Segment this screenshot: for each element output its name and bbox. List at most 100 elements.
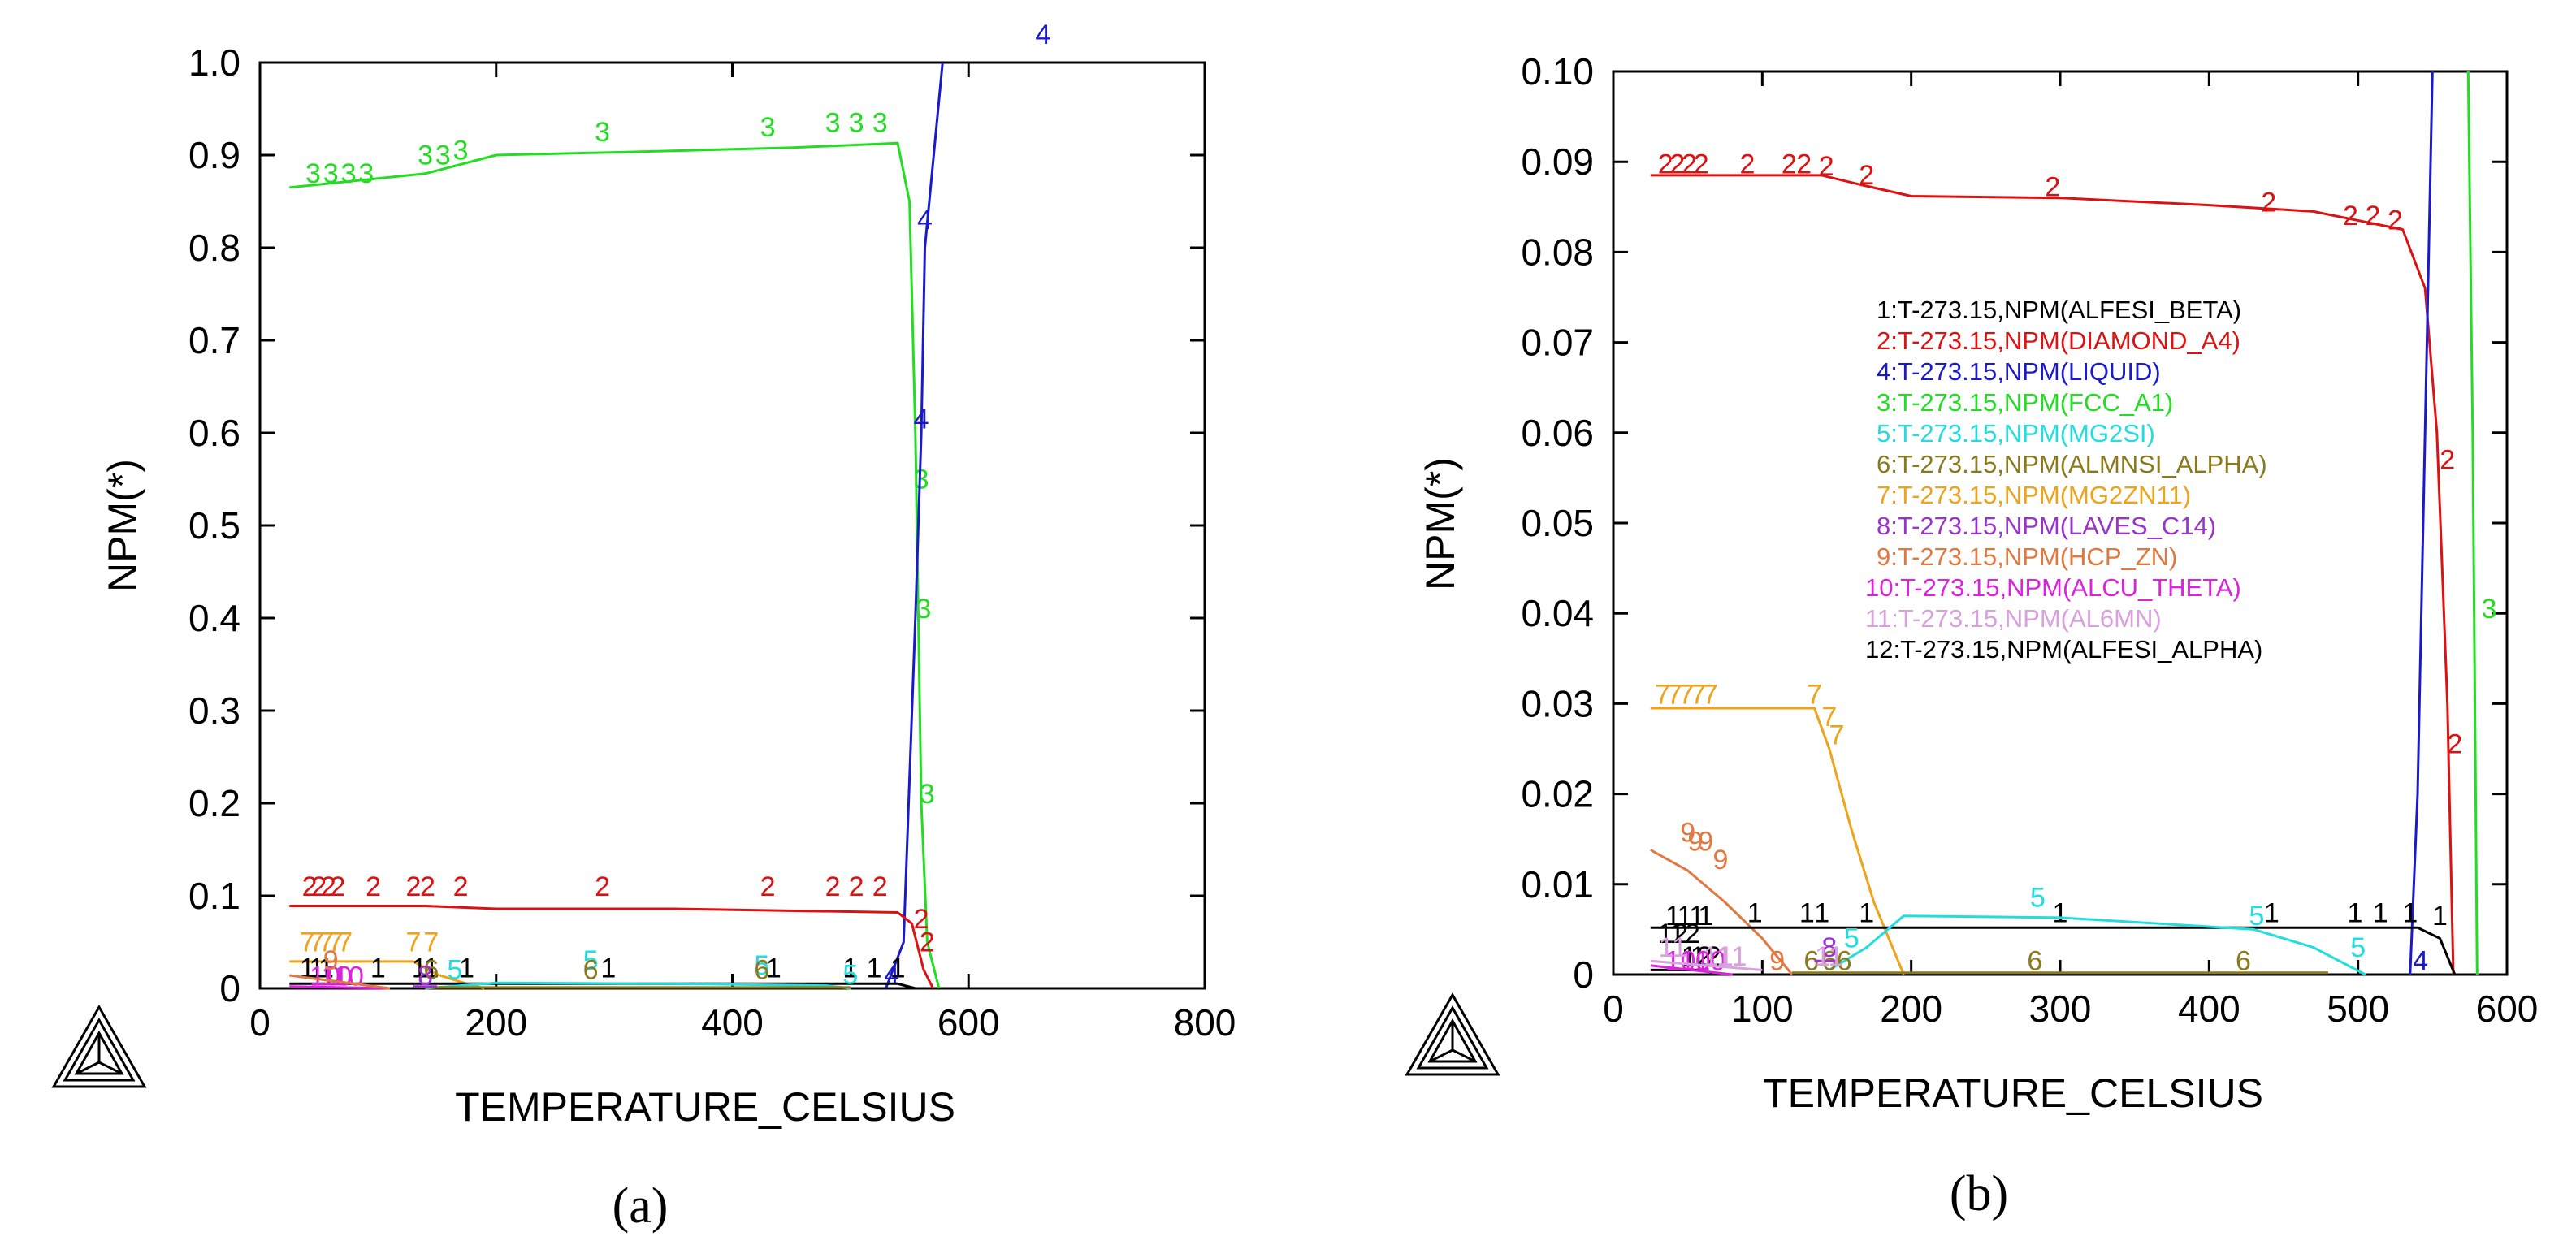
- series-4-liquid: 4: [2409, 71, 2434, 976]
- panel-b-label: (b): [1950, 1166, 2008, 1221]
- series-label: 12: [1657, 919, 1688, 949]
- series-line: [1650, 174, 2455, 975]
- series-label: 1: [1698, 901, 1713, 932]
- series-label: 9: [323, 945, 339, 976]
- series-line: [1650, 849, 1794, 975]
- series-label: 2: [1819, 151, 1834, 182]
- series-label: 12: [1682, 941, 1712, 972]
- series-label: 7: [318, 927, 334, 958]
- y-tick-label: 1.0: [188, 41, 240, 84]
- series-label: 6: [1803, 945, 1819, 976]
- y-tick-label: 0.09: [1521, 140, 1594, 183]
- panel-b-ticks: 0 100 200 300 400 500 600 0 0.01 0.02 0.03 0.04 0.05…: [1521, 50, 2538, 1030]
- series-label: 1: [412, 953, 427, 983]
- series-label: 9: [1769, 945, 1785, 976]
- series-label: 1: [1814, 898, 1829, 929]
- series-label: 4: [2413, 945, 2428, 976]
- series-line: [289, 141, 941, 989]
- x-tick-label: 200: [1880, 988, 1942, 1030]
- series-label: 2: [872, 871, 888, 902]
- series-label: 5: [2350, 932, 2366, 963]
- series-label: 11: [1659, 932, 1687, 963]
- series-line: [289, 985, 390, 990]
- panel-b: 0 100 200 300 400 500 600 0 0.01 0.02 0.03 0.04 0.05…: [1405, 50, 2538, 1221]
- x-tick-label: 300: [2029, 988, 2092, 1030]
- series-label: 2: [366, 871, 381, 902]
- series-label: 2: [2440, 444, 2455, 475]
- series-line: [1650, 959, 1763, 971]
- y-tick-label: 0.5: [188, 504, 240, 547]
- series-label: 1: [890, 953, 906, 983]
- series-label: 2: [760, 871, 776, 902]
- panel-a-x-axis-title: TEMPERATURE_CELSIUS: [455, 1084, 955, 1130]
- series-label: 1: [1689, 901, 1704, 932]
- y-tick-label: 0.8: [188, 227, 240, 269]
- thermo-calc-logo-icon: [1405, 992, 1500, 1076]
- series-label: 3: [914, 464, 929, 495]
- y-tick-label: 0.06: [1521, 412, 1594, 454]
- y-tick-label: 0.03: [1521, 682, 1594, 724]
- legend-entry-6: 6:T-273.15,NPM(ALMNSI_ALPHA): [1877, 450, 2267, 478]
- y-tick-label: 0.05: [1521, 502, 1594, 544]
- series-line: [1650, 707, 1905, 975]
- legend-entry-5: 5:T-273.15,NPM(MG2SI): [1877, 419, 2155, 447]
- series-label: 6: [1837, 945, 1852, 976]
- x-tick-label: 400: [2178, 988, 2240, 1030]
- series-label: 1: [1665, 901, 1681, 932]
- series-label: 2: [420, 871, 435, 902]
- legend-entry-1: 1:T-273.15,NPM(ALFESI_BETA): [1877, 296, 2241, 324]
- series-label: 1: [423, 953, 439, 983]
- panel-a: 0 200 400 600 800 0 0.1 0.2 0.3 0.4 0.5 0.6 0.7 0.8 0.…: [51, 19, 1236, 1234]
- series-label: 2: [321, 871, 336, 902]
- thermo-calc-logo-icon: [51, 1004, 147, 1088]
- x-tick-label: 400: [701, 1001, 764, 1044]
- series-label: 4: [917, 205, 933, 236]
- y-tick-label: 0: [1573, 953, 1594, 996]
- series-label: 1: [842, 953, 858, 983]
- series-label: 3: [825, 108, 841, 139]
- series-label: 8: [418, 960, 433, 991]
- series-label: 5: [2030, 883, 2046, 914]
- series-label: 3: [916, 594, 932, 625]
- x-tick-label: 800: [1174, 1001, 1236, 1044]
- series-label: 3: [305, 158, 321, 189]
- series-label: 11: [1718, 941, 1747, 972]
- series-label: 1: [370, 953, 386, 983]
- series-line: [2409, 71, 2434, 975]
- series-label: 1: [1747, 898, 1763, 929]
- legend-entry-11: 11:T-273.15,NPM(AL6MN): [1865, 604, 2162, 633]
- panel-a-plot-frame: [258, 61, 1206, 990]
- legend-entry-8: 8:T-273.15,NPM(LAVES_C14): [1877, 512, 2216, 540]
- legend: 1:T-273.15,NPM(ALFESI_BETA) 2:T-273.15,N…: [1865, 296, 2267, 664]
- series-label: 2: [1682, 149, 1697, 180]
- y-tick-label: 0.4: [188, 597, 240, 639]
- legend-entry-9: 9:T-273.15,NPM(HCP_ZN): [1877, 543, 2177, 571]
- series-label: 1: [600, 953, 616, 983]
- series-label: 1: [2053, 898, 2068, 929]
- series-8-laves-c14: 8: [1814, 932, 1837, 963]
- series-label: 6: [583, 955, 599, 986]
- series-label: 5: [1844, 923, 1859, 954]
- series-label: 4: [914, 404, 929, 434]
- series-label: 6: [2027, 945, 2042, 976]
- panel-a-label: (a): [613, 1178, 669, 1234]
- series-label: 10: [322, 962, 353, 992]
- series-label: 7: [1667, 679, 1682, 710]
- series-label: 3: [920, 779, 935, 810]
- series-label: 7: [1821, 702, 1837, 733]
- series-label: 9: [1687, 827, 1703, 858]
- series-9-hcp-zn: 9: [289, 945, 391, 990]
- series-label: 7: [1829, 720, 1845, 750]
- series-label: 2: [453, 871, 469, 902]
- series-label: 3: [418, 140, 433, 171]
- series-label: 3: [2482, 594, 2497, 625]
- series-label: 10: [1695, 945, 1725, 976]
- series-label: 2: [1782, 149, 1797, 180]
